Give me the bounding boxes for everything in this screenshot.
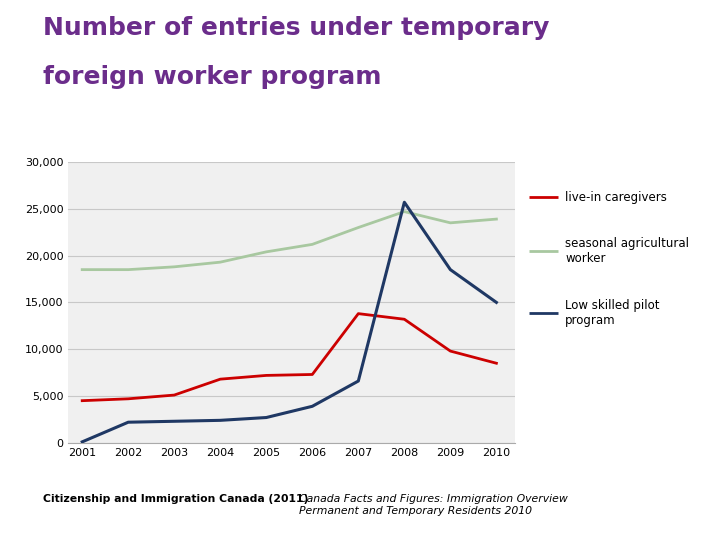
Text: seasonal agricultural
worker: seasonal agricultural worker — [565, 237, 689, 265]
Text: foreign worker program: foreign worker program — [43, 65, 382, 89]
Text: Low skilled pilot
program: Low skilled pilot program — [565, 299, 660, 327]
Text: live-in caregivers: live-in caregivers — [565, 191, 667, 204]
Text: Number of entries under temporary: Number of entries under temporary — [43, 16, 549, 40]
Text: Citizenship and Immigration Canada (2011): Citizenship and Immigration Canada (2011… — [43, 494, 312, 504]
Text: Canada Facts and Figures: Immigration Overview
Permanent and Temporary Residents: Canada Facts and Figures: Immigration Ov… — [299, 494, 567, 516]
